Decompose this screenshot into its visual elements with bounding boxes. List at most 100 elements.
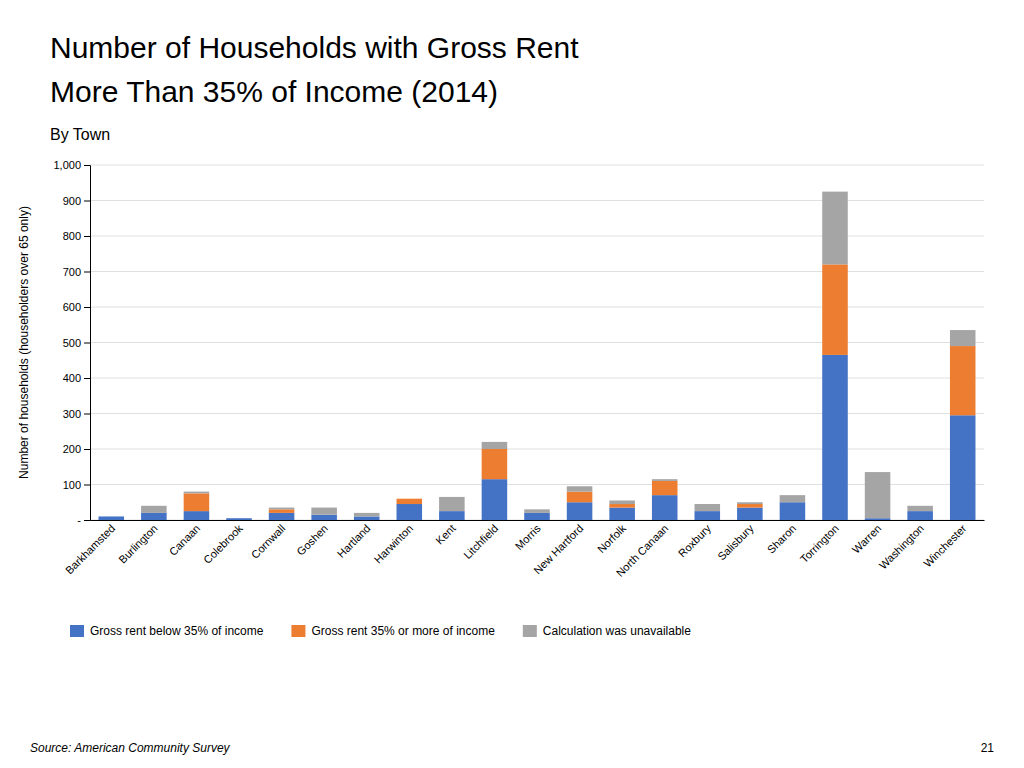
tick: Harwinton (372, 522, 416, 566)
tick: Goshen (294, 522, 330, 558)
title: Number of Households with Gross Rent (50, 31, 579, 64)
axis-line (84, 166, 91, 521)
tick-label: Torrington (798, 522, 841, 565)
grid-line (90, 413, 984, 414)
grid-line (90, 271, 984, 272)
bar (524, 509, 550, 513)
bar (652, 495, 678, 520)
bar (737, 502, 763, 504)
bar (780, 495, 806, 502)
tick-label: 200 (63, 443, 81, 455)
bar (737, 504, 763, 508)
y-axis: -1002003004005006007008009001,000 (53, 159, 90, 526)
legend-item: Gross rent 35% or more of income (291, 624, 495, 638)
grid-line (90, 342, 984, 343)
title: More Than 35% of Income (2014) (50, 75, 498, 108)
bar (269, 509, 295, 513)
tick-label: North Canaan (614, 522, 671, 579)
tick-mark (84, 272, 90, 273)
tick-label: Sharon (765, 522, 799, 556)
bar (184, 511, 210, 520)
tick-label: 800 (63, 230, 81, 242)
bar (652, 481, 678, 495)
tick-mark (84, 307, 90, 308)
bar (907, 506, 933, 511)
bar (609, 504, 635, 508)
bar (695, 511, 721, 520)
bar (822, 192, 848, 265)
x-axis: BarkhamstedBurlingtonCanaanColebrookCorn… (63, 521, 985, 579)
tick-label: New Hartford (531, 522, 585, 576)
bar (184, 493, 210, 511)
tick: Cornwall (249, 522, 288, 561)
bar (226, 518, 252, 519)
subtitle: By Town (50, 126, 110, 143)
tick: Colebrook (201, 522, 245, 566)
tick-label: 100 (63, 479, 81, 491)
y-axis-title: Number of households (householders over … (17, 206, 31, 479)
bar (482, 449, 508, 479)
bar (269, 513, 295, 520)
legend-item: Calculation was unavailable (523, 624, 691, 638)
bar (311, 508, 337, 515)
bar (609, 508, 635, 520)
tick-label: Goshen (294, 522, 330, 558)
bar (99, 516, 125, 517)
legend-label: Gross rent 35% or more of income (311, 624, 495, 638)
bars (99, 192, 976, 520)
annotation: 21 (981, 741, 995, 755)
bar (524, 513, 550, 520)
tick: 200 (63, 443, 90, 455)
tick: Salisbury (715, 522, 756, 563)
bar (865, 472, 891, 518)
tick-mark (84, 414, 90, 415)
bar (950, 330, 976, 346)
tick-mark (84, 165, 90, 166)
series (99, 355, 976, 520)
tick: Litchfield (461, 522, 500, 561)
axis-line (91, 520, 985, 521)
bar (482, 442, 508, 449)
tick: Kent (433, 522, 457, 546)
tick-label: 700 (63, 266, 81, 278)
tick: 800 (63, 230, 90, 242)
tick: 700 (63, 266, 90, 278)
bar (141, 513, 167, 520)
bar (567, 502, 593, 520)
tick-label: Litchfield (461, 522, 500, 561)
bar (950, 415, 976, 520)
bar (737, 508, 763, 520)
bar (822, 355, 848, 520)
tick-label: Cornwall (249, 522, 288, 561)
bar (184, 492, 210, 494)
tick-label: 600 (63, 301, 81, 313)
bar (397, 498, 423, 499)
bar (354, 513, 380, 517)
annotation: Source: American Community Survey (30, 741, 231, 755)
tick: Warren (850, 522, 884, 556)
tick: Burlington (116, 522, 160, 566)
tick: Hartland (335, 522, 373, 560)
legend-swatch (291, 625, 305, 637)
legend-swatch (70, 625, 84, 637)
tick: 500 (63, 337, 90, 349)
tick-label: 500 (63, 337, 81, 349)
bar (141, 506, 167, 513)
tick-label: Canaan (167, 522, 203, 558)
tick-label: 400 (63, 372, 81, 384)
bar (907, 511, 933, 520)
bar (482, 479, 508, 520)
tick: 1,000 (53, 159, 90, 171)
series (184, 264, 976, 513)
tick-label: Morris (513, 522, 543, 552)
bar (397, 504, 423, 520)
tick-label: Harwinton (372, 522, 416, 566)
plot: -1002003004005006007008009001,000Barkham… (53, 159, 984, 579)
bar (99, 516, 125, 517)
tick-label: Roxbury (676, 522, 714, 560)
bar (354, 516, 380, 520)
tick-label: Colebrook (201, 522, 245, 566)
bar (652, 479, 678, 481)
tick-label: Norfolk (595, 522, 628, 555)
tick: Norfolk (595, 522, 628, 555)
